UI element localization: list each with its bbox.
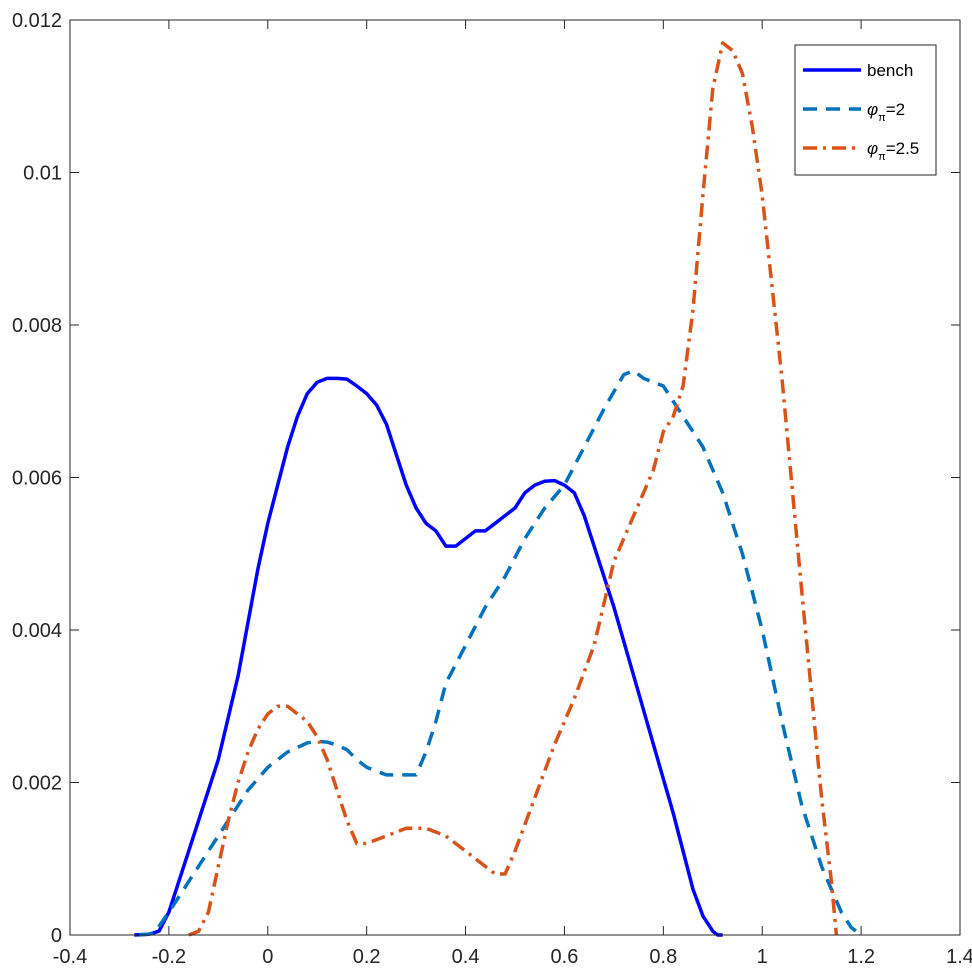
x-tick-label: 0.8 — [649, 946, 677, 968]
y-tick-label: 0.008 — [12, 315, 62, 337]
series-line-1 — [139, 369, 863, 937]
x-tick-label: 0 — [262, 946, 273, 968]
x-tick-label: 0.4 — [452, 946, 480, 968]
y-tick-label: 0.012 — [12, 10, 62, 32]
plot-frame — [69, 19, 961, 936]
y-tick-label: 0.002 — [12, 773, 62, 795]
y-tick-label: 0.01 — [23, 163, 62, 185]
x-tick-label: 1 — [757, 946, 768, 968]
series-line-2 — [188, 41, 839, 937]
legend-label-2: φπ=2.5 — [867, 139, 919, 163]
x-tick-label: -0.4 — [53, 946, 87, 968]
x-tick-label: 1.2 — [847, 946, 875, 968]
x-tick-label: -0.2 — [152, 946, 186, 968]
y-tick-label: 0.006 — [12, 468, 62, 490]
x-tick-label: 0.2 — [353, 946, 381, 968]
legend: bench φπ=2 φπ=2.5 — [794, 44, 937, 176]
y-tick-label: 0 — [51, 925, 62, 947]
series-layer — [134, 41, 863, 937]
series-line-0 — [134, 376, 723, 937]
ticks-layer: -0.4 -0.2 0 0.2 0.4 0.6 0.8 1 1.2 1.4 0 0.002 0.004 0… — [12, 10, 972, 968]
legend-box — [794, 44, 937, 176]
legend-label-0: bench — [867, 61, 913, 80]
y-tick-label: 0.004 — [12, 620, 62, 642]
x-tick-label: 0.6 — [551, 946, 579, 968]
x-tick-label: 1.4 — [946, 946, 972, 968]
legend-label-1: φπ=2 — [867, 100, 905, 124]
